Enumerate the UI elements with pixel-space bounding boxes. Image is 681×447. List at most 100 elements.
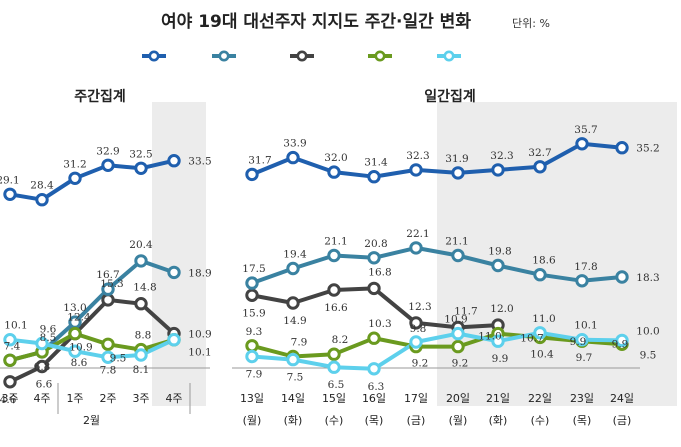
daily-data-label-ahn-cheolsoo-4: 9.2 (412, 358, 429, 370)
weekly-data-label-moon-5: 33.5 (188, 156, 211, 168)
weekly-data-label-lee-3: 7.8 (100, 364, 117, 376)
daily-data-label-hwang-2: 16.6 (324, 302, 348, 314)
daily-data-label-hwang-6: 12.0 (490, 303, 513, 315)
daily-series-line-ahn-heejung (251, 245, 623, 285)
daily-data-label-hwang-3: 16.8 (368, 266, 391, 278)
daily-x-tick-9: 24일 (610, 391, 634, 405)
daily-data-label-ahn-cheolsoo-3: 10.3 (368, 318, 391, 330)
daily-x-weekday-1: (화) (284, 414, 303, 427)
weekly-data-label-ahn-heejung-2: 13.0 (63, 302, 86, 314)
daily-point-lee-6 (491, 334, 505, 348)
daily-point-ahn-heejung-3 (367, 251, 381, 265)
weekly-data-label-hwang-2: 12.4 (67, 312, 91, 324)
weekly-x-tick-2: 1주 (66, 392, 83, 405)
weekly-month-label: 2월 (83, 414, 100, 427)
daily-point-moon-5 (451, 166, 465, 180)
legend-marker-lee (443, 50, 455, 62)
weekly-point-ahn-cheolsoo-2 (68, 326, 82, 341)
daily-point-hwang-2 (327, 283, 341, 297)
daily-extra-label-1: 9.9 (570, 336, 587, 348)
weekly-data-label-lee-2: 8.6 (71, 357, 88, 369)
daily-point-moon-0 (245, 167, 259, 182)
weekly-data-label-moon-0: 29.1 (0, 174, 20, 186)
weekly-data-label-ahn-heejung-3: 16.7 (96, 269, 119, 281)
daily-series-line-moon (251, 141, 623, 179)
weekly-data-label-ahn-heejung-1: 8.5 (40, 332, 57, 344)
legend-marker-ahn-heejung (218, 50, 230, 62)
daily-data-label-ahn-heejung-4: 22.1 (406, 228, 429, 240)
weekly-point-lee-1 (35, 336, 49, 351)
daily-point-moon-7 (533, 160, 547, 174)
daily-x-weekday-8: (목) (573, 414, 592, 427)
daily-data-label-moon-9: 35.2 (636, 143, 659, 155)
weekly-point-ahn-heejung-5 (167, 265, 181, 280)
weekly-data-label-ahn-cheolsoo-3: 9.5 (110, 352, 127, 364)
daily-data-label-hwang-5: 11.7 (454, 305, 477, 317)
daily-data-label-ahn-heejung-8: 17.8 (574, 261, 597, 273)
daily-point-ahn-cheolsoo-5 (451, 339, 465, 354)
daily-data-label-ahn-cheolsoo-7: 10.4 (530, 348, 554, 360)
daily-x-tick-8: 23일 (570, 391, 594, 405)
daily-point-ahn-heejung-6 (491, 258, 505, 273)
daily-data-label-hwang-1: 14.9 (283, 315, 306, 327)
daily-data-label-ahn-cheolsoo-5: 9.2 (452, 358, 469, 370)
daily-section-title: 일간집계 (424, 88, 476, 105)
daily-x-tick-5: 20일 (446, 391, 470, 405)
daily-point-ahn-heejung-5 (451, 248, 465, 263)
daily-data-label-ahn-cheolsoo-9: 9.5 (640, 349, 657, 361)
daily-data-label-lee-2: 6.5 (328, 379, 345, 391)
daily-x-tick-2: 15일 (322, 391, 346, 405)
daily-data-label-lee-3: 6.3 (368, 381, 385, 393)
daily-highlight-band (437, 102, 677, 406)
weekly-data-label-hwang-4: 14.8 (133, 282, 156, 294)
daily-data-label-ahn-heejung-5: 21.1 (445, 236, 468, 248)
daily-point-hwang-0 (245, 288, 259, 302)
daily-extra-label-2: 9.9 (612, 338, 629, 350)
weekly-data-label-ahn-heejung-4: 20.4 (129, 239, 153, 251)
weekly-point-lee-4 (134, 348, 148, 362)
daily-x-weekday-5: (월) (449, 414, 468, 427)
weekly-section-title: 주간집계 (74, 88, 126, 105)
daily-x-tick-4: 17일 (404, 391, 428, 405)
daily-point-lee-8 (575, 333, 589, 347)
weekly-data-label-lee-0: 10.1 (4, 320, 27, 332)
weekly-data-label-hwang-1: 6.6 (36, 379, 53, 391)
daily-point-lee-9 (615, 333, 629, 348)
daily-data-label-ahn-heejung-2: 21.1 (324, 236, 347, 248)
daily-point-lee-5 (451, 326, 465, 341)
daily-data-label-ahn-cheolsoo-1: 7.9 (291, 337, 308, 349)
daily-point-lee-3 (367, 362, 381, 376)
daily-data-label-ahn-cheolsoo-2: 8.2 (332, 334, 349, 346)
daily-point-lee-0 (245, 349, 259, 364)
daily-data-label-moon-5: 31.9 (445, 153, 468, 165)
weekly-x-tick-1: 4주 (33, 392, 50, 405)
daily-data-label-moon-6: 32.3 (490, 150, 513, 162)
daily-data-label-lee-1: 7.5 (287, 372, 304, 384)
daily-data-label-moon-3: 31.4 (364, 157, 388, 169)
weekly-data-label-moon-4: 32.5 (129, 148, 152, 160)
daily-data-label-ahn-heejung-6: 19.8 (488, 246, 511, 258)
legend (142, 50, 461, 62)
daily-point-hwang-1 (286, 296, 300, 310)
weekly-x-tick-5: 4주 (165, 392, 182, 405)
weekly-x-tick-0: 3주 (1, 392, 18, 405)
weekly-point-ahn-heejung-4 (134, 254, 148, 268)
daily-data-label-lee-4: 9.8 (410, 323, 427, 335)
daily-x-weekday-7: (수) (531, 414, 550, 427)
weekly-point-hwang-0 (3, 375, 17, 389)
weekly-data-label-moon-1: 28.4 (30, 180, 54, 192)
daily-series-line-ahn-cheolsoo (251, 331, 623, 359)
weekly-point-moon-1 (35, 193, 49, 207)
weekly-data-label-ahn-cheolsoo-4: 8.8 (135, 330, 152, 342)
daily-x-weekday-0: (월) (243, 414, 262, 427)
weekly-point-moon-5 (167, 154, 181, 168)
daily-data-label-ahn-heejung-7: 18.6 (532, 255, 556, 267)
weekly-point-lee-3 (101, 350, 115, 364)
weekly-point-hwang-1 (35, 359, 49, 374)
daily-x-weekday-9: (금) (613, 414, 632, 427)
daily-data-label-ahn-cheolsoo-0: 9.3 (246, 326, 263, 338)
daily-data-label-moon-0: 31.7 (248, 154, 271, 166)
daily-data-label-hwang-0: 15.9 (242, 307, 265, 319)
weekly-point-moon-2 (68, 171, 82, 186)
weekly-point-moon-3 (101, 158, 115, 173)
